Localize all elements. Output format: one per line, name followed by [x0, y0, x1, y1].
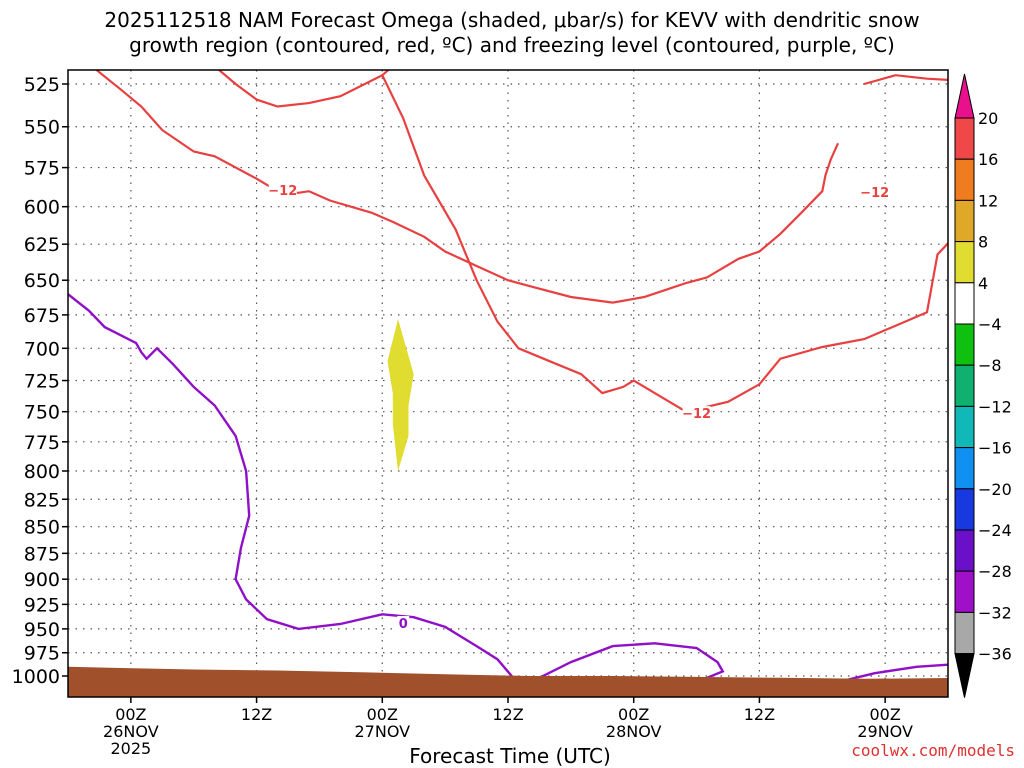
freezing-level-contour	[68, 293, 515, 679]
omega-shaded-region	[387, 319, 414, 471]
colorbar-arrow-top	[954, 73, 975, 119]
colorbar-segment	[954, 199, 975, 243]
y-tick-label: 575	[24, 158, 60, 180]
x-tick-label: 00Z	[367, 705, 398, 724]
contour-label: −12	[682, 407, 711, 422]
colorbar-segment	[954, 611, 975, 655]
colorbar-segment	[954, 447, 975, 490]
x-tick-label: 12Z	[241, 705, 272, 724]
plot-area: −12 −12 −12 0	[67, 69, 949, 698]
y-tick-label: 800	[24, 461, 60, 483]
colorbar-segment	[954, 570, 975, 613]
y-tick-label: 525	[24, 74, 60, 96]
colorbar-segment	[954, 241, 975, 284]
colorbar-label: 16	[978, 150, 998, 169]
y-tick-label: 875	[24, 543, 60, 565]
colorbar-label: −20	[978, 480, 1012, 499]
contour-label: 0	[399, 617, 408, 632]
dgz-contour-upper-right	[863, 74, 948, 86]
y-tick-label: 950	[24, 619, 60, 641]
y-tick-label: 625	[24, 234, 60, 256]
contour-label-bg	[268, 183, 297, 198]
y-tick-label: 750	[24, 402, 60, 424]
y-tick-label: 775	[24, 432, 60, 454]
contour-label-bg	[397, 616, 410, 631]
y-tick-label: 725	[24, 371, 60, 393]
x-tick-label: 00Z	[115, 705, 146, 724]
freezing-level-contour-right	[832, 663, 948, 685]
x-tick-date: 29NOV	[857, 722, 913, 741]
colorbar-label: −16	[978, 439, 1012, 458]
chart-title-line1: 2025112518 NAM Forecast Omega (shaded, μ…	[104, 8, 919, 32]
colorbar-label: −32	[978, 603, 1012, 622]
x-tick-label: 12Z	[492, 705, 523, 724]
dgz-contour-top	[94, 70, 840, 304]
colorbar-label: −24	[978, 521, 1012, 540]
colorbar-segment	[954, 488, 975, 531]
y-tick-label: 650	[24, 270, 60, 292]
freezing-level-contour-lower	[538, 642, 725, 679]
y-tick-label: 550	[24, 117, 60, 139]
colorbar-label: −4	[978, 315, 1002, 334]
dgz-contour-upper	[217, 70, 391, 108]
x-tick-label: 12Z	[744, 705, 775, 724]
y-tick-label: 900	[24, 569, 60, 591]
x-tick-date: 27NOV	[354, 722, 410, 741]
colorbar-label: −8	[978, 356, 1002, 375]
credit-text: coolwx.com/models	[851, 741, 1015, 760]
colorbar-label: −28	[978, 562, 1012, 581]
chart-title-line2: growth region (contoured, red, ºC) and f…	[129, 33, 895, 57]
colorbar-segment	[954, 117, 975, 160]
y-tick-label: 675	[24, 305, 60, 327]
contour-label-bg	[682, 406, 711, 421]
plot-content: −12 −12 −12 0	[68, 70, 948, 697]
colorbar-segment	[954, 158, 975, 201]
y-tick-label: 975	[24, 643, 60, 665]
x-tick-date: 28NOV	[606, 722, 662, 741]
colorbar-arrow-bottom	[954, 653, 975, 698]
colorbar-segment	[954, 405, 975, 449]
colorbar-segment	[954, 364, 975, 407]
colorbar-label: −12	[978, 397, 1012, 416]
colorbar-segment	[954, 282, 975, 325]
terrain-fill	[68, 666, 948, 697]
colorbar-label: 12	[978, 191, 998, 210]
x-axis-label: Forecast Time (UTC)	[409, 744, 611, 768]
x-tick-date: 26NOV	[103, 722, 159, 741]
y-tick-label: 1000	[12, 666, 60, 688]
y-tick-label: 600	[24, 197, 60, 219]
contour-label: −12	[860, 186, 889, 201]
x-tick-year: 2025	[110, 739, 151, 758]
colorbar-label: −36	[978, 645, 1012, 664]
x-tick-label: 00Z	[618, 705, 649, 724]
y-tick-label: 850	[24, 517, 60, 539]
colorbar: 20 16 12 8 4 −4 −8 −12 −16 −20 −24 −28 −32 −36	[954, 73, 1012, 698]
contour-label: −12	[268, 184, 297, 199]
dgz-contour-bottom	[381, 74, 948, 413]
y-tick-label: 700	[24, 338, 60, 360]
colorbar-label: 4	[978, 274, 988, 293]
colorbar-segment	[954, 529, 975, 572]
y-tick-label: 825	[24, 489, 60, 511]
colorbar-label: 20	[978, 109, 998, 128]
colorbar-label: 8	[978, 233, 988, 252]
y-axis: 525 550 575 600 625 650 675 700 725 750 775 800 825 8…	[12, 74, 68, 688]
y-tick-label: 925	[24, 594, 60, 616]
contour-label-bg	[860, 184, 889, 199]
colorbar-segment	[954, 323, 975, 366]
x-tick-label: 00Z	[869, 705, 900, 724]
